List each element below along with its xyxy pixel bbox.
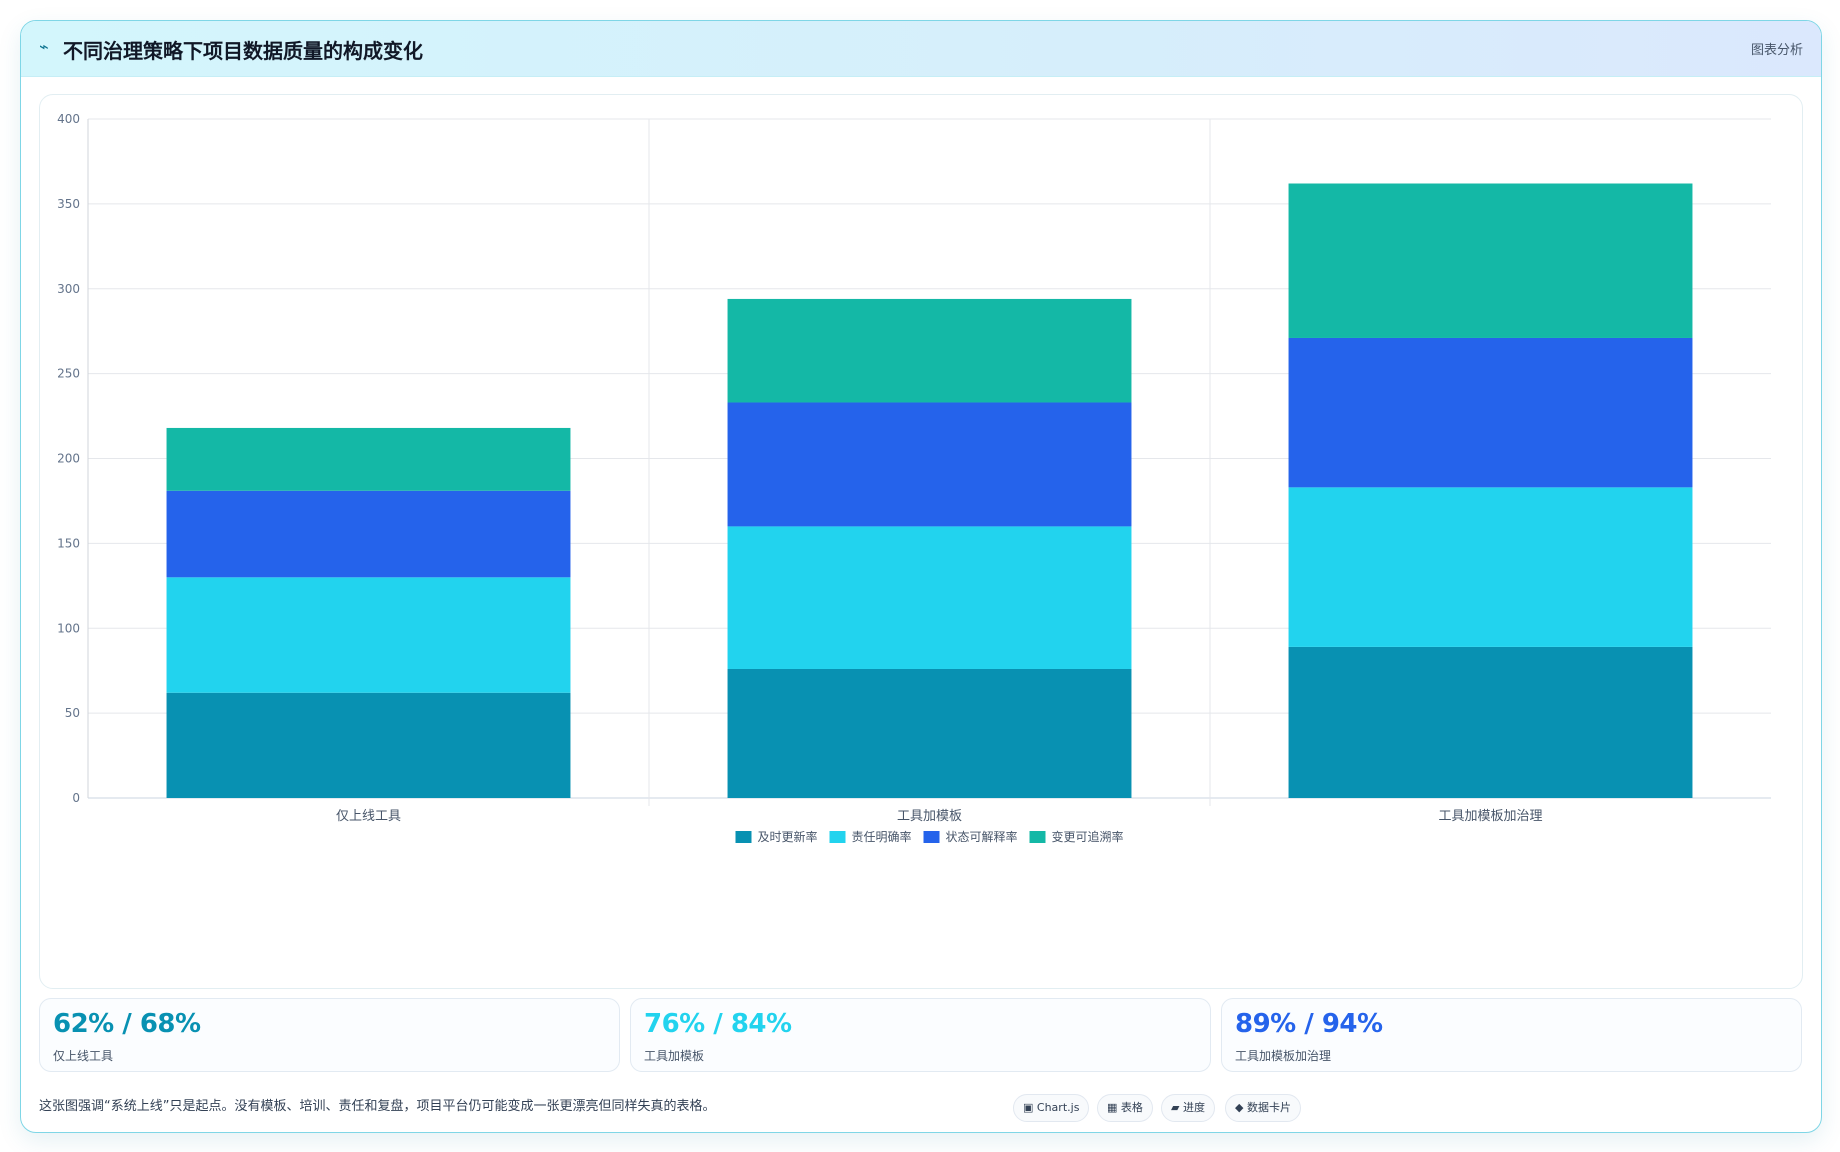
card-header: ⌁ 不同治理策略下项目数据质量的构成变化 图表分析: [21, 21, 1821, 77]
bar-segment: [727, 668, 1132, 798]
y-tick-label: 400: [57, 112, 80, 126]
chart-analysis-button[interactable]: 图表分析: [1750, 43, 1803, 58]
chart-card: ⌁ 不同治理策略下项目数据质量的构成变化 图表分析 0 50 100 150 200 25…: [20, 20, 1822, 1133]
x-tick-label: 仅上线工具: [336, 809, 401, 824]
bar-segment: [727, 298, 1132, 403]
legend-swatch: [923, 831, 940, 843]
badge-label: Chart.js: [1036, 1101, 1080, 1114]
y-tick-label: 50: [65, 706, 80, 720]
bar-segment: [1288, 337, 1693, 488]
legend-label: 及时更新率: [758, 829, 818, 844]
stat-label: 工具加模板加治理: [1235, 1049, 1332, 1063]
y-tick-label: 0: [72, 791, 80, 805]
stacked-bar-chart: 0 50 100 150 200 250 300 350 400 仅上线工具 工具加模板 工具加模板加…: [57, 112, 1771, 844]
legend-label: 责任明确率: [852, 829, 912, 844]
badge-table[interactable]: ▦ 表格: [1097, 1094, 1153, 1122]
stat-card-tool-only: 62% / 68% 仅上线工具: [39, 998, 620, 1072]
x-tick-label: 工具加模板加治理: [1438, 809, 1542, 824]
legend-swatch: [735, 831, 752, 843]
diamond-icon: ◆: [1235, 1101, 1244, 1114]
bar-segment: [1288, 183, 1693, 338]
footer-note: 这张图强调“系统上线”只是起点。没有模板、培训、责任和复盘，项目平台仍可能变成一…: [39, 1099, 716, 1114]
stat-card-tool-template: 76% / 84% 工具加模板: [630, 998, 1211, 1072]
pulse-icon: ⌁: [39, 37, 49, 56]
bar-segment: [166, 490, 571, 578]
stat-label: 仅上线工具: [53, 1049, 114, 1063]
stat-value: 62% / 68%: [53, 1009, 201, 1039]
badge-progress[interactable]: ▰ 进度: [1161, 1094, 1215, 1122]
table-icon: ▦: [1107, 1101, 1118, 1114]
y-tick-label: 100: [57, 621, 80, 635]
square-icon: ▣: [1023, 1101, 1034, 1114]
badge-data-cards[interactable]: ◆ 数据卡片: [1225, 1094, 1301, 1122]
bar-segment: [727, 526, 1132, 669]
legend-swatch: [1029, 831, 1046, 843]
x-tick-label: 工具加模板: [897, 809, 962, 824]
bar-segment: [166, 577, 571, 693]
legend-label: 变更可追溯率: [1052, 829, 1124, 844]
stat-label: 工具加模板: [644, 1049, 705, 1063]
y-tick-label: 150: [57, 536, 80, 550]
badge-label: 表格: [1120, 1101, 1143, 1114]
progress-icon: ▰: [1171, 1101, 1180, 1114]
stat-card-tool-template-governance: 89% / 94% 工具加模板加治理: [1221, 998, 1802, 1072]
y-tick-label: 250: [57, 367, 80, 381]
bar-segment: [727, 402, 1132, 527]
y-tick-label: 350: [57, 197, 80, 211]
stat-value: 76% / 84%: [644, 1009, 792, 1039]
badge-label: 数据卡片: [1246, 1101, 1291, 1114]
stat-value: 89% / 94%: [1235, 1009, 1383, 1039]
bar-segment: [1288, 487, 1693, 647]
chart-panel: 0 50 100 150 200 250 300 350 400 仅上线工具 工具加模板 工具加模板加…: [39, 94, 1803, 989]
badge-label: 进度: [1182, 1101, 1205, 1114]
legend-label: 状态可解释率: [946, 829, 1018, 844]
bar-segment: [166, 427, 571, 491]
badge-chartjs[interactable]: ▣ Chart.js: [1013, 1094, 1090, 1122]
bar-segment: [166, 692, 571, 798]
chart-title: 不同治理策略下项目数据质量的构成变化: [63, 39, 423, 63]
y-tick-label: 200: [57, 452, 80, 466]
y-tick-label: 300: [57, 282, 80, 296]
legend-swatch: [829, 831, 846, 843]
bar-segment: [1288, 646, 1693, 798]
